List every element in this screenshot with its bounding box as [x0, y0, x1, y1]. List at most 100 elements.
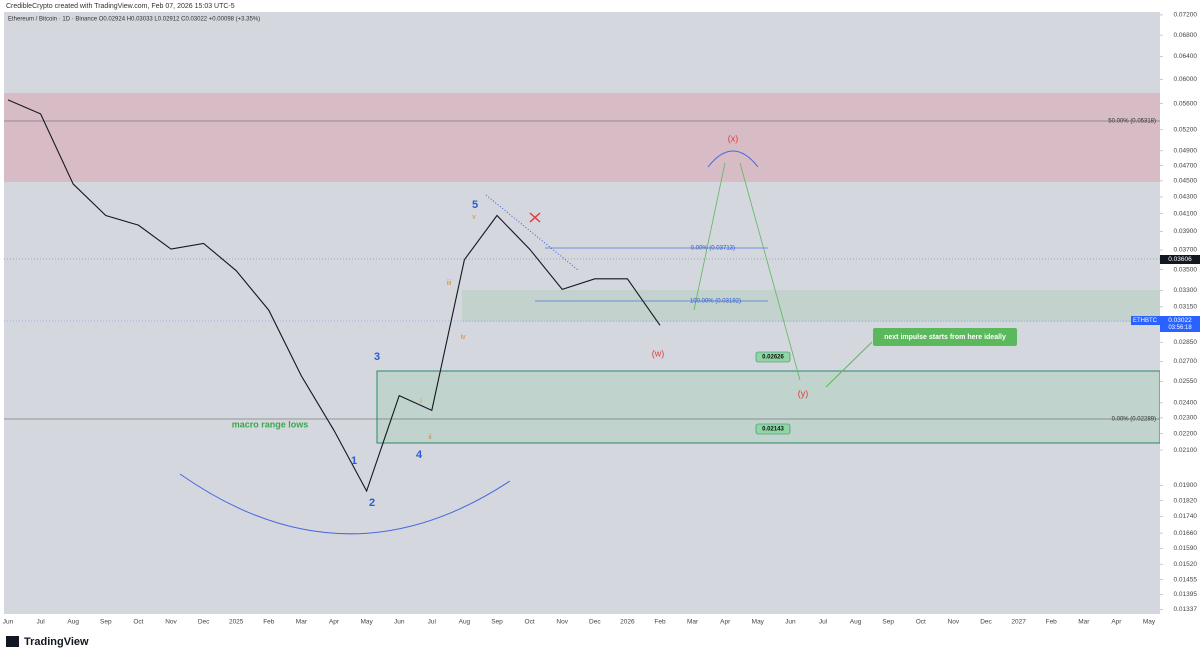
countdown: 03:56:18 — [1168, 325, 1192, 331]
y-tick-label: 0.05200 — [1174, 127, 1198, 134]
y-tick-label: 0.02100 — [1174, 447, 1198, 454]
x-tick-label: Aug — [67, 619, 79, 626]
x-tick-label: Oct — [916, 619, 926, 626]
y-tick-label: 0.06000 — [1174, 76, 1198, 83]
annotation: 4 — [416, 449, 423, 461]
annotation: (x) — [728, 133, 739, 143]
x-tick-label: Mar — [687, 619, 699, 626]
x-tick-label: Jul — [36, 619, 45, 626]
y-tick-label: 0.02700 — [1174, 358, 1198, 365]
x-tick-label: Oct — [133, 619, 143, 626]
x-tick-label: 2027 — [1011, 619, 1026, 626]
x-tick-label: Apr — [329, 619, 340, 626]
callout-pointer — [825, 341, 873, 388]
x-tick-label: Sep — [100, 619, 112, 626]
y-tick-label: 0.01337 — [1174, 606, 1198, 613]
y-tick-label: 0.06800 — [1174, 32, 1198, 39]
y-tick-label: 0.04100 — [1174, 210, 1198, 217]
arc — [707, 150, 759, 168]
y-tick-label: 0.01520 — [1174, 561, 1198, 568]
x-tick-label: Aug — [459, 619, 471, 626]
y-tick-label: 0.04900 — [1174, 148, 1198, 155]
x-tick-label: May — [360, 619, 373, 626]
x-tick-label: Nov — [948, 619, 960, 626]
x-tick-label: Aug — [850, 619, 862, 626]
annotation: (y) — [798, 388, 809, 398]
annotation: 0.02626 — [762, 355, 784, 361]
y-tick-label: 0.02200 — [1174, 430, 1198, 437]
price-tag-label: 0.03022 — [1168, 317, 1192, 324]
projection-arrow — [693, 162, 801, 381]
y-tick-label: 0.07200 — [1174, 12, 1198, 19]
symbol-tag-label: ETHBTC — [1133, 318, 1158, 324]
x-tick-label: Jun — [3, 619, 14, 626]
y-tick-label: 0.01820 — [1174, 497, 1198, 504]
annotation: 0.00% (0.03713) — [691, 246, 735, 252]
annotation: iii — [447, 280, 452, 287]
level-box — [755, 351, 791, 363]
x-tick-label: May — [752, 619, 765, 626]
y-tick-label: 0.01395 — [1174, 591, 1198, 598]
resistance-zone — [4, 93, 1160, 182]
x-tick-label: Dec — [980, 619, 992, 626]
x-mark — [529, 212, 541, 223]
x-tick-label: Dec — [198, 619, 210, 626]
arc — [179, 473, 511, 535]
x-tick-label: Jul — [428, 619, 437, 626]
y-tick-label: 0.01455 — [1174, 576, 1198, 583]
annotation: macro range lows — [232, 419, 309, 429]
x-tick-label: Feb — [263, 619, 275, 626]
x-tick-label: Sep — [491, 619, 503, 626]
x-tick-label: Apr — [720, 619, 731, 626]
price-line — [7, 99, 661, 493]
y-tick-label: 0.03500 — [1174, 266, 1198, 273]
y-tick-label: 0.01590 — [1174, 545, 1198, 552]
y-tick-label: 0.03150 — [1174, 304, 1198, 311]
y-tick-label: 0.03900 — [1174, 228, 1198, 235]
y-tick-label: 0.04300 — [1174, 194, 1198, 201]
annotation: 0.02143 — [762, 427, 784, 433]
annotation: 2 — [369, 497, 375, 509]
x-tick-label: Mar — [296, 619, 308, 626]
x-tick-label: Feb — [1046, 619, 1058, 626]
y-tick-label: 0.02400 — [1174, 400, 1198, 407]
annotation: v — [472, 214, 476, 221]
price-tag — [1160, 255, 1200, 264]
brand: TradingView — [24, 636, 89, 648]
x-tick-label: 2026 — [620, 619, 635, 626]
annotation: 0.00% (0.02289) — [1112, 417, 1156, 423]
y-tick-label: 0.06400 — [1174, 53, 1198, 60]
y-tick-label: 0.04700 — [1174, 162, 1198, 169]
symbol-tag — [1131, 316, 1160, 325]
y-tick-label: 0.03700 — [1174, 247, 1198, 254]
x-tick-label: Jul — [819, 619, 828, 626]
annotation: 5 — [472, 199, 478, 211]
annotation: ii — [428, 434, 432, 441]
x-tick-label: Sep — [882, 619, 894, 626]
x-tick-label: Mar — [1078, 619, 1090, 626]
price-axis — [1160, 0, 1200, 614]
support-zone — [462, 290, 1160, 322]
y-tick-label: 0.02550 — [1174, 378, 1198, 385]
legend: Ethereum / Bitcoin · 1D · Binance O0.029… — [8, 17, 260, 23]
annotation: 3 — [374, 351, 380, 363]
y-tick-label: 0.01660 — [1174, 530, 1198, 537]
y-tick-label: 0.01740 — [1174, 513, 1198, 520]
x-tick-label: Apr — [1111, 619, 1122, 626]
price-tag-label: 0.03606 — [1168, 256, 1192, 263]
annotation: i — [420, 398, 422, 405]
x-tick-label: Jun — [785, 619, 796, 626]
annotation: iv — [460, 334, 466, 341]
y-tick-label: 0.05600 — [1174, 100, 1198, 107]
x-tick-label: Feb — [654, 619, 666, 626]
y-tick-label: 0.02850 — [1174, 339, 1198, 346]
y-tick-label: 0.01900 — [1174, 482, 1198, 489]
x-tick-label: Nov — [165, 619, 177, 626]
x-tick-label: Jun — [394, 619, 405, 626]
x-tick-label: 2025 — [229, 619, 244, 626]
annotation: (w) — [652, 348, 665, 358]
y-tick-label: 0.03300 — [1174, 287, 1198, 294]
level-box — [755, 423, 791, 435]
